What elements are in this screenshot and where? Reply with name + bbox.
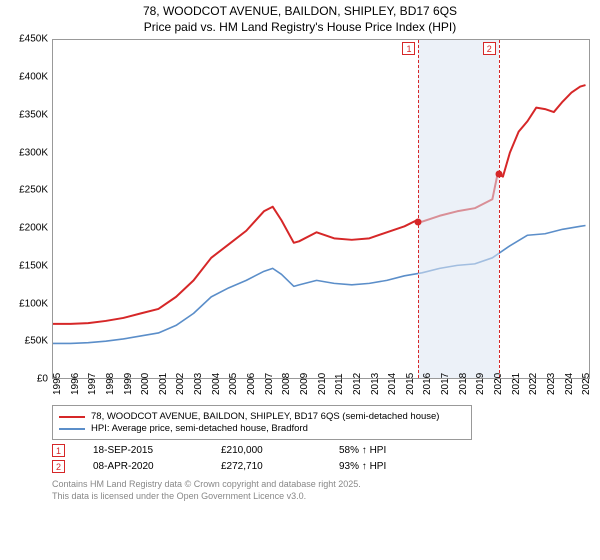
y-tick-label: £450K <box>19 34 48 45</box>
x-axis: 1995199619971998199920002001200220032004… <box>52 379 590 399</box>
legend-item: HPI: Average price, semi-detached house,… <box>59 423 465 434</box>
x-tick-label: 1996 <box>70 373 82 395</box>
chart-box: 12 <box>52 39 590 379</box>
x-tick-label: 2023 <box>546 373 558 395</box>
sale-date: 08-APR-2020 <box>93 461 193 472</box>
sale-row: 2 08-APR-2020 £272,710 93% ↑ HPI <box>52 460 592 473</box>
y-tick-label: £250K <box>19 185 48 196</box>
y-tick-label: £350K <box>19 109 48 120</box>
x-tick-label: 2022 <box>528 373 540 395</box>
x-tick-label: 2000 <box>140 373 152 395</box>
x-tick-label: 2010 <box>317 373 329 395</box>
sale-marker-line <box>418 40 419 378</box>
x-tick-label: 2015 <box>405 373 417 395</box>
footer-attribution: Contains HM Land Registry data © Crown c… <box>52 479 592 502</box>
y-tick-label: £50K <box>25 336 48 347</box>
y-tick-label: £0 <box>37 374 48 385</box>
x-tick-label: 2011 <box>334 374 346 396</box>
sale-price: £272,710 <box>221 461 311 472</box>
sale-index-badge: 2 <box>52 460 65 473</box>
x-tick-label: 2006 <box>246 373 258 395</box>
x-tick-label: 2007 <box>264 373 276 395</box>
x-tick-label: 2001 <box>158 373 170 395</box>
x-tick-label: 1998 <box>105 373 117 395</box>
x-tick-label: 2004 <box>211 373 223 395</box>
sale-marker-line <box>499 40 500 378</box>
sale-price: £210,000 <box>221 445 311 456</box>
x-tick-label: 2002 <box>175 373 187 395</box>
x-tick-label: 2020 <box>493 373 505 395</box>
x-tick-label: 2012 <box>352 373 364 395</box>
x-tick-label: 2018 <box>458 373 470 395</box>
series-price_paid <box>53 85 586 324</box>
sale-dot <box>415 218 422 225</box>
legend-swatch <box>59 416 85 418</box>
line-svg <box>53 40 589 378</box>
legend-swatch <box>59 428 85 430</box>
x-tick-label: 2013 <box>370 373 382 395</box>
y-tick-label: £300K <box>19 147 48 158</box>
title-line-2: Price paid vs. HM Land Registry's House … <box>8 20 592 36</box>
legend-label: HPI: Average price, semi-detached house,… <box>91 423 308 434</box>
x-tick-label: 2019 <box>475 373 487 395</box>
sale-row: 1 18-SEP-2015 £210,000 58% ↑ HPI <box>52 444 592 457</box>
y-tick-label: £150K <box>19 260 48 271</box>
plot-area: £0 £50K £100K £150K £200K £250K £300K £350K £400… <box>8 39 592 399</box>
series-hpi <box>53 226 586 344</box>
footer-line-1: Contains HM Land Registry data © Crown c… <box>52 479 592 491</box>
sale-marker-badge: 1 <box>402 42 415 55</box>
y-tick-label: £100K <box>19 298 48 309</box>
x-tick-label: 1999 <box>123 373 135 395</box>
footer-line-2: This data is licensed under the Open Gov… <box>52 491 592 503</box>
x-tick-label: 2005 <box>228 373 240 395</box>
y-tick-label: £400K <box>19 71 48 82</box>
sale-date: 18-SEP-2015 <box>93 445 193 456</box>
x-tick-label: 2021 <box>511 373 523 395</box>
x-tick-label: 2024 <box>564 373 576 395</box>
sales-table: 1 18-SEP-2015 £210,000 58% ↑ HPI 2 08-APR-202… <box>52 444 592 473</box>
legend: 78, WOODCOT AVENUE, BAILDON, SHIPLEY, BD… <box>52 405 472 440</box>
x-tick-label: 2014 <box>387 373 399 395</box>
y-tick-label: £200K <box>19 223 48 234</box>
chart-title: 78, WOODCOT AVENUE, BAILDON, SHIPLEY, BD… <box>8 4 592 35</box>
shade-band <box>418 40 498 378</box>
legend-label: 78, WOODCOT AVENUE, BAILDON, SHIPLEY, BD… <box>91 411 439 422</box>
sale-delta: 93% ↑ HPI <box>339 461 419 472</box>
sale-delta: 58% ↑ HPI <box>339 445 419 456</box>
x-tick-label: 2003 <box>193 373 205 395</box>
x-tick-label: 2017 <box>440 373 452 395</box>
legend-item: 78, WOODCOT AVENUE, BAILDON, SHIPLEY, BD… <box>59 411 465 422</box>
x-tick-label: 2016 <box>422 373 434 395</box>
sale-marker-badge: 2 <box>483 42 496 55</box>
x-tick-label: 2025 <box>581 373 593 395</box>
x-tick-label: 1995 <box>52 373 64 395</box>
sale-dot <box>495 171 502 178</box>
sale-index-badge: 1 <box>52 444 65 457</box>
x-tick-label: 1997 <box>87 373 99 395</box>
x-tick-label: 2008 <box>281 373 293 395</box>
x-tick-label: 2009 <box>299 373 311 395</box>
y-axis: £0£50K£100K£150K£200K£250K£300K£350K£400… <box>8 39 52 379</box>
chart-container: 78, WOODCOT AVENUE, BAILDON, SHIPLEY, BD… <box>0 0 600 509</box>
title-line-1: 78, WOODCOT AVENUE, BAILDON, SHIPLEY, BD… <box>8 4 592 20</box>
